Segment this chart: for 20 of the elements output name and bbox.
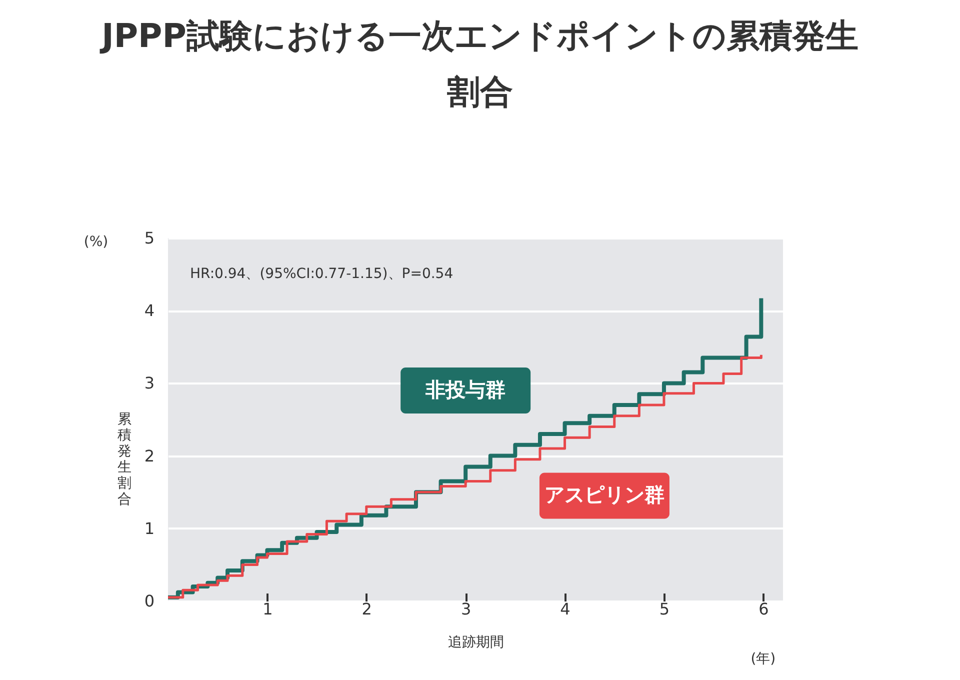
text: (年) [750,651,776,667]
chart-title: JPPP試験における一次エンドポイントの累積発生割合 [100,15,860,113]
y-tick-label: 2 [144,446,154,466]
text: (%) [84,234,108,250]
y-tick-label: 1 [144,518,154,538]
y-tick-label: 0 [144,592,154,610]
y-tick-label: 4 [144,301,154,320]
x-tick-label: 6 [758,600,769,618]
annotation: HR:0.94、(95%CI:0.77-1.15)、P=0.54 [190,266,454,282]
y-tick-label: 5 [144,228,154,248]
x-tick-label: 5 [659,600,670,618]
x-tick-label: 2 [362,600,372,618]
x-tick-label: 4 [560,600,570,618]
series-label: アスピリン群 [544,482,664,507]
text: 非投与群 [424,377,506,402]
x-tick-label: 1 [262,600,273,618]
x-tick-label: 3 [460,600,472,618]
y-tick-label: 3 [144,374,154,393]
y-axis-title: 累積発生割合 [118,412,132,508]
x-axis-title: 追跡期間 [448,634,504,650]
